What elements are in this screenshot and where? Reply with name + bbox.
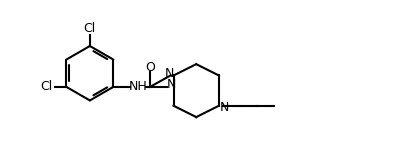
Text: NH: NH [128, 80, 147, 93]
Text: N: N [220, 101, 229, 114]
Text: O: O [145, 61, 155, 74]
Text: N: N [164, 67, 174, 80]
Text: Cl: Cl [84, 22, 96, 35]
Text: Cl: Cl [41, 80, 53, 93]
Text: N: N [167, 78, 176, 91]
